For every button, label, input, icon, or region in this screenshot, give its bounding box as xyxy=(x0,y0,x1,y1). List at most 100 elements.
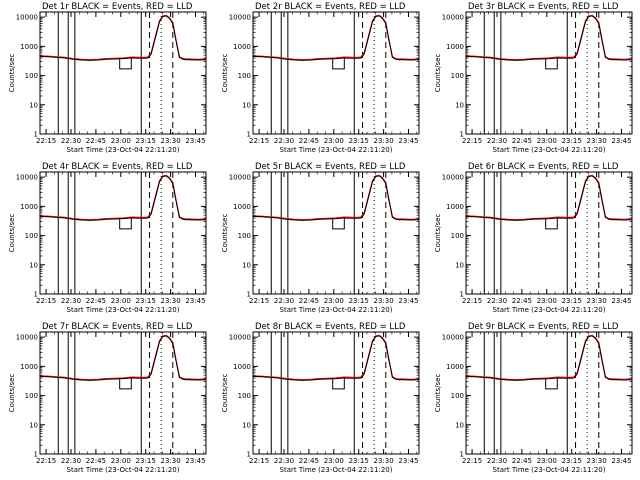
x-tick-label: 23:45 xyxy=(611,297,631,305)
y-tick-label: 10 xyxy=(242,421,251,429)
y-axis-label: Counts/sec xyxy=(221,54,229,93)
x-tick-label: 22:15 xyxy=(462,137,482,145)
y-tick-label: 100 xyxy=(451,232,464,240)
plot-svg: Det 7r BLACK = Events, RED = LLD 1 10 100 10… xyxy=(8,322,207,474)
y-tick-label: 1 xyxy=(247,291,251,299)
plot-svg: Det 5r BLACK = Events, RED = LLD 1 10 100 10… xyxy=(221,162,420,314)
detector-plot-9: Det 9r BLACK = Events, RED = LLD 1 10 100 10… xyxy=(426,320,639,480)
x-tick-label: 23:15 xyxy=(349,297,369,305)
x-tick-label: 22:45 xyxy=(299,457,319,465)
y-axis-label: Counts/sec xyxy=(221,374,229,413)
x-tick-label: 22:15 xyxy=(36,297,56,305)
y-tick-label: 10000 xyxy=(442,14,464,22)
events-gap-dip xyxy=(119,218,132,230)
plot-frame xyxy=(252,171,420,295)
x-tick-label: 22:15 xyxy=(249,137,269,145)
x-tick-label: 23:15 xyxy=(562,137,582,145)
chart-title: Det 4r BLACK = Events, RED = LLD xyxy=(42,162,193,172)
events-gap-dip xyxy=(545,218,558,230)
y-tick-label: 10 xyxy=(242,101,251,109)
events-series-line xyxy=(39,175,207,221)
x-tick-label: 22:15 xyxy=(36,137,56,145)
x-tick-label: 22:30 xyxy=(61,297,81,305)
x-tick-label: 23:45 xyxy=(398,457,418,465)
y-tick-label: 1 xyxy=(247,451,251,459)
events-gap-dip xyxy=(119,378,132,390)
detector-plot-7: Det 7r BLACK = Events, RED = LLD 1 10 100 10… xyxy=(0,320,213,480)
x-tick-label: 23:45 xyxy=(398,137,418,145)
x-tick-label: 23:00 xyxy=(537,457,557,465)
events-series-line xyxy=(39,15,207,61)
x-tick-label: 23:15 xyxy=(136,297,156,305)
plot-svg: Det 2r BLACK = Events, RED = LLD 1 10 100 10… xyxy=(221,2,420,154)
plot-svg: Det 9r BLACK = Events, RED = LLD 1 10 100 10… xyxy=(434,322,633,474)
x-tick-label: 23:45 xyxy=(185,297,205,305)
detector-plot-2: Det 2r BLACK = Events, RED = LLD 1 10 100 10… xyxy=(213,0,426,160)
x-tick-label: 22:45 xyxy=(512,137,532,145)
y-tick-label: 1 xyxy=(34,291,38,299)
y-tick-label: 100 xyxy=(25,72,38,80)
plot-frame xyxy=(39,171,207,295)
y-tick-label: 1000 xyxy=(446,363,464,371)
events-series-line xyxy=(465,15,633,61)
y-tick-label: 1000 xyxy=(20,203,38,211)
chart-title: Det 6r BLACK = Events, RED = LLD xyxy=(468,162,619,172)
x-tick-label: 23:00 xyxy=(324,137,344,145)
x-tick-label: 23:15 xyxy=(562,297,582,305)
x-tick-label: 22:15 xyxy=(249,297,269,305)
events-series-line xyxy=(39,335,207,381)
x-tick-label: 23:00 xyxy=(111,297,131,305)
y-tick-label: 1 xyxy=(460,451,464,459)
y-tick-label: 10000 xyxy=(442,174,464,182)
y-axis-label: Counts/sec xyxy=(8,54,16,93)
x-tick-label: 23:30 xyxy=(586,137,606,145)
events-series-line xyxy=(465,175,633,221)
chart-title: Det 7r BLACK = Events, RED = LLD xyxy=(42,322,193,332)
lld-series-line xyxy=(252,334,420,381)
events-series-line xyxy=(252,335,420,381)
chart-title: Det 1r BLACK = Events, RED = LLD xyxy=(42,2,193,12)
y-tick-label: 1000 xyxy=(233,363,251,371)
plot-svg: Det 6r BLACK = Events, RED = LLD 1 10 100 10… xyxy=(434,162,633,314)
y-tick-label: 10 xyxy=(29,261,38,269)
x-tick-label: 22:15 xyxy=(249,457,269,465)
x-axis-label: Start Time (23-Oct-04 22:11:20) xyxy=(493,306,606,314)
y-tick-label: 1000 xyxy=(446,43,464,51)
chart-title: Det 8r BLACK = Events, RED = LLD xyxy=(255,322,406,332)
y-tick-label: 1000 xyxy=(233,203,251,211)
x-tick-label: 23:45 xyxy=(611,457,631,465)
plot-svg: Det 4r BLACK = Events, RED = LLD 1 10 100 10… xyxy=(8,162,207,314)
x-tick-label: 23:00 xyxy=(537,297,557,305)
events-gap-dip xyxy=(545,58,558,70)
y-tick-label: 10000 xyxy=(16,334,38,342)
lld-series-line xyxy=(39,334,207,381)
lld-series-line xyxy=(252,174,420,221)
y-tick-label: 10 xyxy=(455,101,464,109)
x-tick-label: 22:15 xyxy=(462,457,482,465)
lld-series-line xyxy=(465,174,633,221)
lld-series-line xyxy=(465,14,633,61)
chart-title: Det 3r BLACK = Events, RED = LLD xyxy=(468,2,619,12)
x-tick-label: 23:15 xyxy=(349,457,369,465)
x-tick-label: 22:30 xyxy=(487,297,507,305)
x-tick-label: 22:15 xyxy=(36,457,56,465)
x-tick-label: 23:15 xyxy=(136,137,156,145)
x-tick-label: 22:45 xyxy=(86,457,106,465)
y-tick-label: 1 xyxy=(460,291,464,299)
x-tick-label: 23:30 xyxy=(586,297,606,305)
x-axis-label: Start Time (23-Oct-04 22:11:20) xyxy=(493,146,606,154)
y-tick-label: 10 xyxy=(29,101,38,109)
x-tick-label: 23:30 xyxy=(586,457,606,465)
y-tick-label: 100 xyxy=(25,392,38,400)
x-tick-label: 22:45 xyxy=(299,137,319,145)
y-tick-label: 10000 xyxy=(16,14,38,22)
y-tick-label: 1000 xyxy=(20,43,38,51)
events-gap-dip xyxy=(332,378,345,390)
x-tick-label: 23:30 xyxy=(160,137,180,145)
y-tick-label: 10000 xyxy=(16,174,38,182)
plot-frame xyxy=(252,331,420,455)
x-tick-label: 23:45 xyxy=(185,457,205,465)
y-tick-label: 10 xyxy=(242,261,251,269)
y-axis-label: Counts/sec xyxy=(434,374,442,413)
events-gap-dip xyxy=(545,378,558,390)
